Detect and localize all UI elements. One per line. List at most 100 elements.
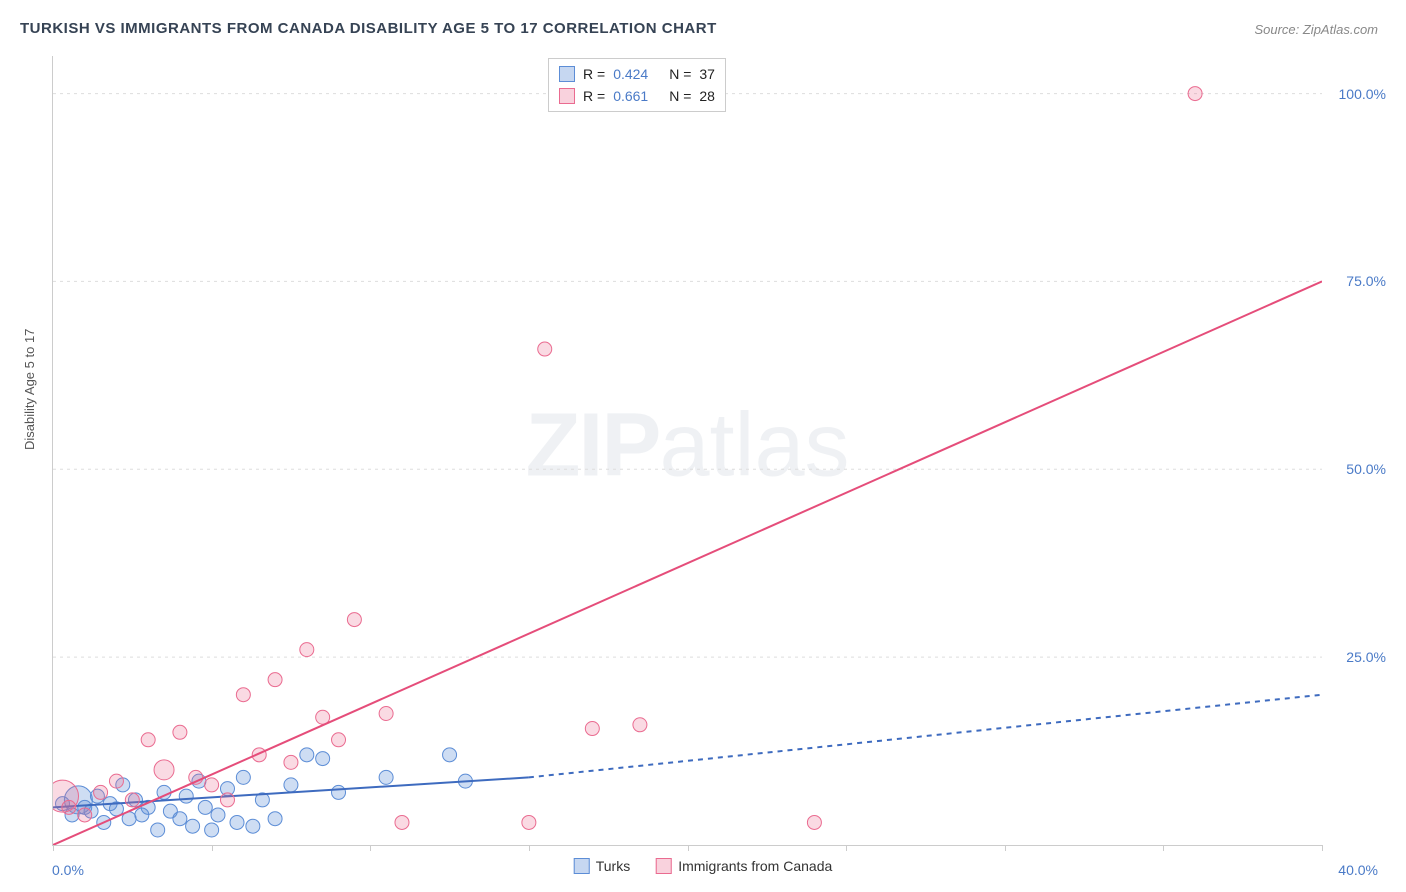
data-point bbox=[141, 800, 155, 814]
plot-svg bbox=[53, 56, 1322, 845]
r-label: R = bbox=[583, 88, 605, 104]
data-point bbox=[458, 774, 472, 788]
data-point bbox=[395, 815, 409, 829]
data-point bbox=[332, 785, 346, 799]
stats-legend-box: R = 0.424 N = 37 R = 0.661 N = 28 bbox=[548, 58, 726, 112]
x-tick bbox=[846, 845, 847, 851]
x-tick bbox=[529, 845, 530, 851]
source-credit: Source: ZipAtlas.com bbox=[1254, 22, 1378, 37]
data-point bbox=[141, 733, 155, 747]
data-point bbox=[316, 752, 330, 766]
chart-container: TURKISH VS IMMIGRANTS FROM CANADA DISABI… bbox=[0, 0, 1406, 892]
x-axis-min-label: 0.0% bbox=[52, 862, 84, 878]
x-tick bbox=[212, 845, 213, 851]
n-value: 37 bbox=[699, 66, 715, 82]
data-point bbox=[135, 808, 149, 822]
data-point bbox=[300, 643, 314, 657]
trend-line-solid bbox=[53, 777, 529, 807]
x-tick bbox=[53, 845, 54, 851]
x-tick bbox=[1322, 845, 1323, 851]
n-label: N = bbox=[669, 88, 691, 104]
data-point bbox=[179, 789, 193, 803]
data-point bbox=[220, 793, 234, 807]
data-point bbox=[78, 808, 92, 822]
swatch-pink-icon bbox=[559, 88, 575, 104]
data-point bbox=[268, 673, 282, 687]
data-point bbox=[633, 718, 647, 732]
data-point bbox=[84, 804, 98, 818]
data-point bbox=[163, 804, 177, 818]
data-point bbox=[122, 812, 136, 826]
data-point bbox=[186, 819, 200, 833]
data-point bbox=[443, 748, 457, 762]
data-point bbox=[347, 613, 361, 627]
r-label: R = bbox=[583, 66, 605, 82]
data-point bbox=[220, 782, 234, 796]
r-value: 0.424 bbox=[613, 66, 661, 82]
r-value: 0.661 bbox=[613, 88, 661, 104]
data-point bbox=[379, 770, 393, 784]
data-point bbox=[246, 819, 260, 833]
plot-area: ZIPatlas 25.0%50.0%75.0%100.0% bbox=[52, 56, 1322, 846]
watermark-atlas: atlas bbox=[659, 395, 849, 495]
watermark: ZIPatlas bbox=[525, 394, 849, 497]
data-point bbox=[116, 778, 130, 792]
data-point bbox=[255, 793, 269, 807]
data-point bbox=[90, 789, 104, 803]
legend-label: Turks bbox=[596, 858, 630, 874]
data-point bbox=[125, 793, 139, 807]
data-point bbox=[205, 778, 219, 792]
n-label: N = bbox=[669, 66, 691, 82]
y-tick-label: 50.0% bbox=[1346, 461, 1386, 477]
watermark-zip: ZIP bbox=[525, 395, 659, 495]
data-point bbox=[205, 823, 219, 837]
data-point bbox=[94, 785, 108, 799]
trend-line bbox=[53, 281, 1322, 845]
x-axis-max-label: 40.0% bbox=[1338, 862, 1378, 878]
y-tick-label: 75.0% bbox=[1346, 273, 1386, 289]
swatch-pink-icon bbox=[656, 858, 672, 874]
x-tick bbox=[688, 845, 689, 851]
data-point bbox=[252, 748, 266, 762]
data-point bbox=[230, 815, 244, 829]
data-point bbox=[236, 688, 250, 702]
legend-item-canada: Immigrants from Canada bbox=[656, 858, 832, 874]
data-point bbox=[109, 774, 123, 788]
y-axis-label: Disability Age 5 to 17 bbox=[22, 329, 37, 450]
stats-row-turks: R = 0.424 N = 37 bbox=[559, 63, 715, 85]
data-point bbox=[236, 770, 250, 784]
n-value: 28 bbox=[699, 88, 715, 104]
trend-line-dashed bbox=[529, 695, 1322, 778]
swatch-blue-icon bbox=[559, 66, 575, 82]
data-point bbox=[268, 812, 282, 826]
data-point bbox=[189, 770, 203, 784]
data-point bbox=[53, 780, 79, 812]
data-point bbox=[284, 755, 298, 769]
data-point bbox=[173, 812, 187, 826]
data-point bbox=[128, 793, 142, 807]
x-tick bbox=[370, 845, 371, 851]
data-point bbox=[379, 707, 393, 721]
data-point bbox=[522, 815, 536, 829]
data-point bbox=[316, 710, 330, 724]
data-point bbox=[1188, 87, 1202, 101]
data-point bbox=[192, 774, 206, 788]
swatch-blue-icon bbox=[574, 858, 590, 874]
y-tick-label: 100.0% bbox=[1339, 86, 1386, 102]
data-point bbox=[807, 815, 821, 829]
chart-title: TURKISH VS IMMIGRANTS FROM CANADA DISABI… bbox=[20, 20, 717, 37]
data-point bbox=[151, 823, 165, 837]
data-point bbox=[62, 800, 76, 814]
legend-item-turks: Turks bbox=[574, 858, 630, 874]
data-point bbox=[157, 785, 171, 799]
data-point bbox=[154, 760, 174, 780]
stats-row-canada: R = 0.661 N = 28 bbox=[559, 85, 715, 107]
data-point bbox=[585, 722, 599, 736]
data-point bbox=[173, 725, 187, 739]
data-point bbox=[332, 733, 346, 747]
data-point bbox=[64, 786, 92, 814]
data-point bbox=[284, 778, 298, 792]
data-point bbox=[78, 800, 92, 814]
legend-label: Immigrants from Canada bbox=[678, 858, 832, 874]
data-point bbox=[56, 797, 70, 811]
